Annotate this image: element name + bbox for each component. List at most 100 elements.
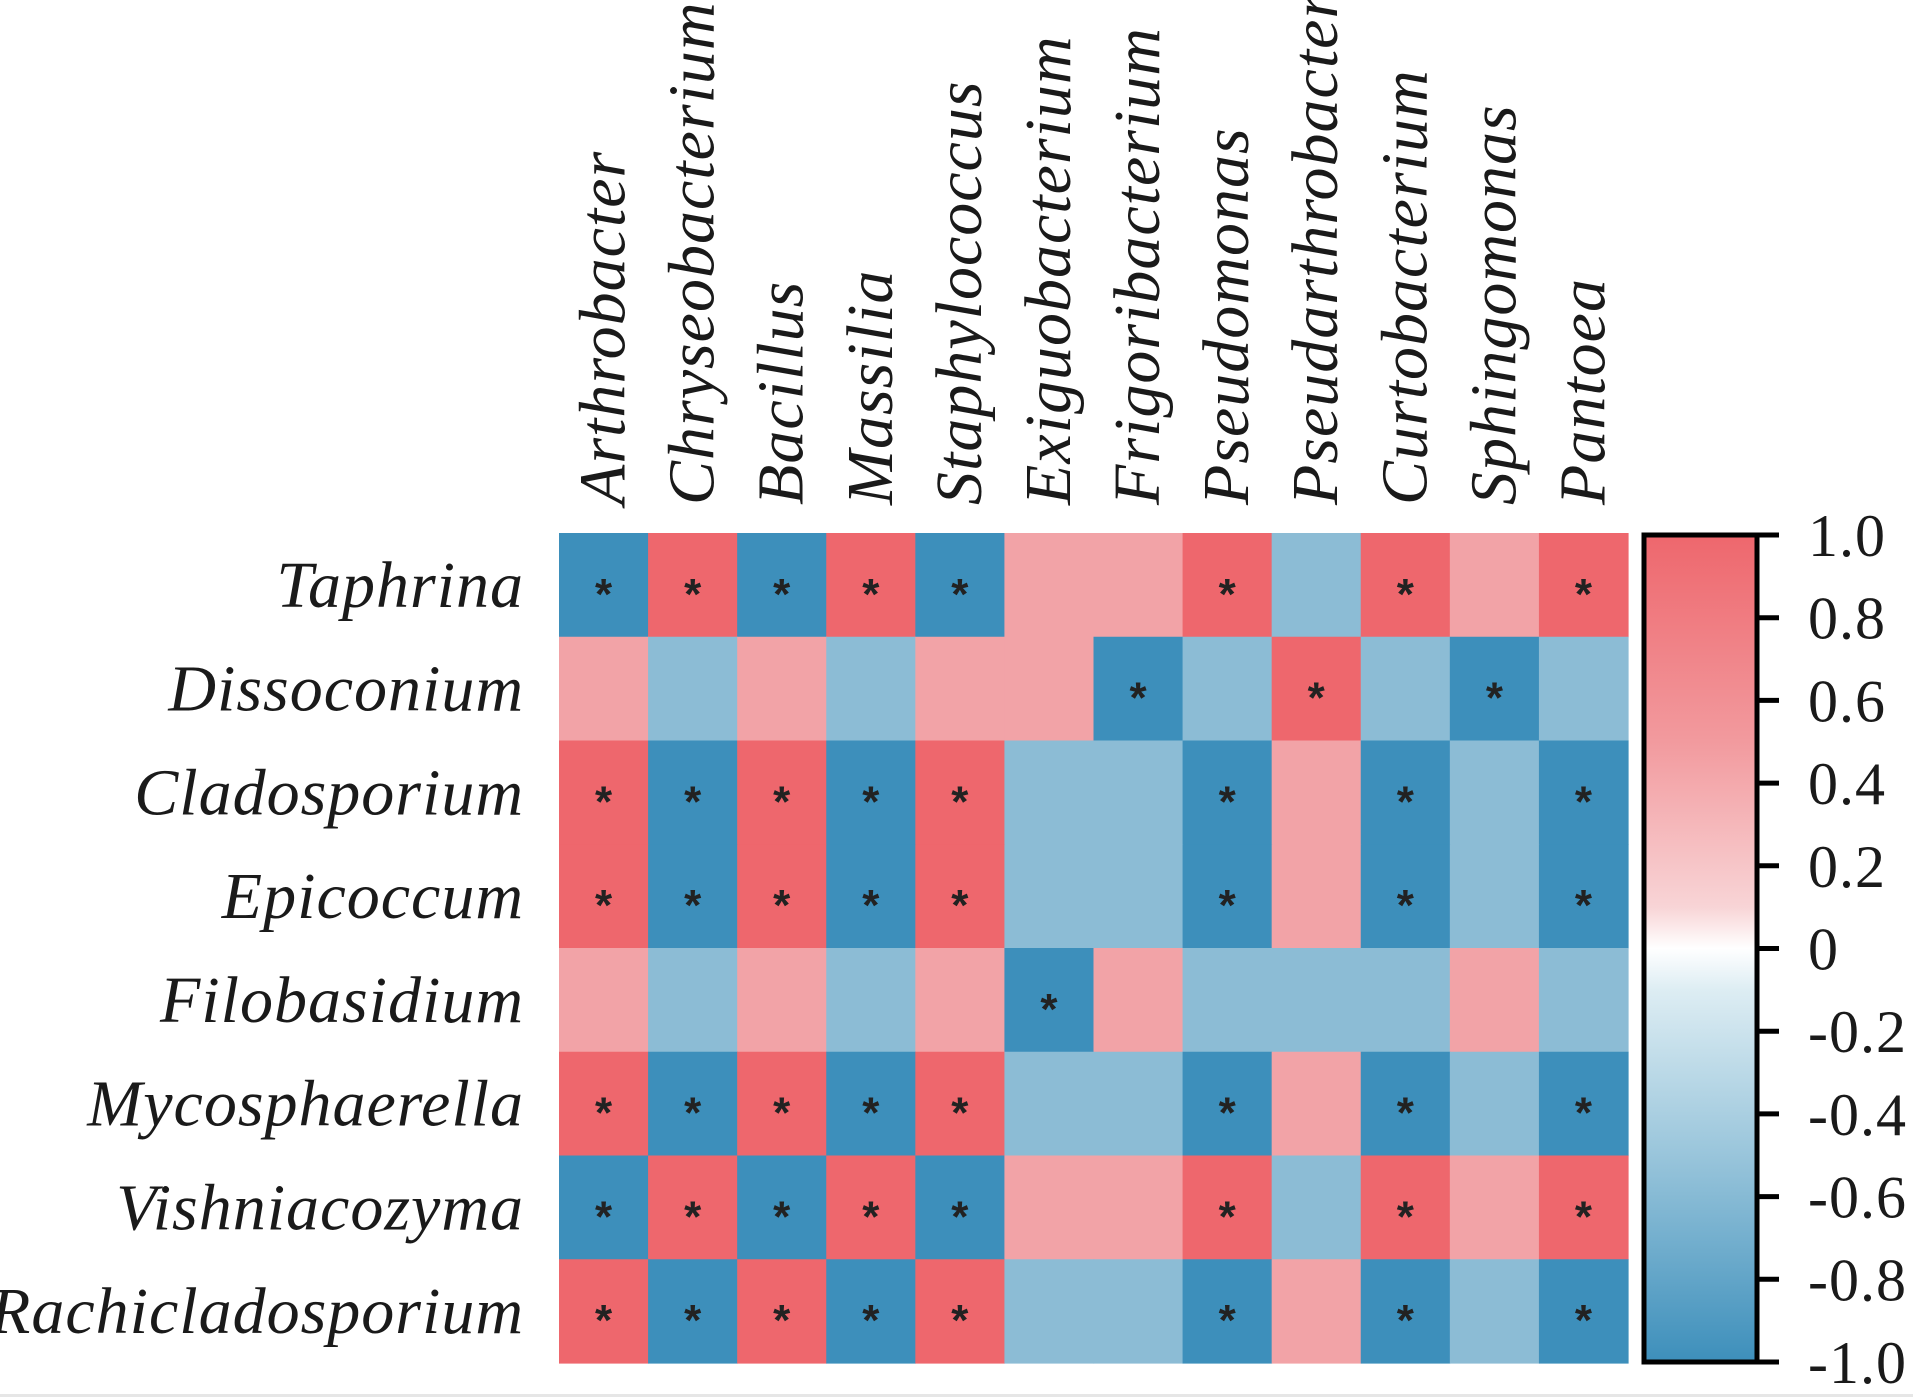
heatmap-cell (737, 533, 827, 638)
heatmap-cell (1449, 1051, 1540, 1157)
heatmap-cell (1360, 636, 1451, 742)
significance-marker: * (1486, 674, 1504, 723)
heatmap-cell (648, 948, 738, 1053)
heatmap-cell (559, 740, 649, 845)
heatmap-cell (559, 533, 649, 638)
heatmap-cell (737, 1051, 827, 1157)
colorbar-tick-label: 0.4 (1808, 751, 1886, 817)
row-label: Vishniacozyma (116, 1171, 524, 1244)
heatmap-cell (1004, 1051, 1095, 1157)
heatmap-cell (1538, 1155, 1629, 1260)
heatmap-cell (1093, 1259, 1184, 1364)
heatmap-cell (1182, 636, 1273, 742)
heatmap-cell (1360, 948, 1451, 1053)
heatmap-cell (826, 1259, 916, 1364)
heatmap-cells (559, 533, 1629, 1364)
significance-marker: * (1397, 1192, 1415, 1241)
heatmap-cell (915, 1051, 1006, 1157)
heatmap-cell (826, 948, 916, 1053)
heatmap-cell (1449, 740, 1540, 845)
heatmap-cell (737, 636, 827, 742)
significance-marker: * (1219, 1296, 1237, 1345)
heatmap-cell (1271, 740, 1362, 845)
heatmap-cell (1538, 1259, 1629, 1364)
heatmap-cell (1271, 1259, 1362, 1364)
column-label: Frigoribacterium (1101, 27, 1174, 506)
significance-marker: * (773, 881, 791, 930)
heatmap-cell (1182, 1155, 1273, 1260)
significance-marker: * (595, 881, 613, 930)
heatmap-cell (648, 1155, 738, 1260)
significance-marker: * (1397, 777, 1415, 826)
column-label: Arthrobacter (567, 151, 640, 509)
significance-marker: * (1219, 777, 1237, 826)
heatmap-cell (1538, 740, 1629, 845)
heatmap-cell (915, 844, 1006, 949)
heatmap-cell (1182, 533, 1273, 638)
significance-marker: * (1308, 674, 1326, 723)
heatmap-cell (1449, 1259, 1540, 1364)
heatmap-cell (1360, 1051, 1451, 1157)
significance-marker: * (862, 881, 880, 930)
significance-marker: * (773, 1296, 791, 1345)
heatmap-cell (1004, 844, 1095, 949)
colorbar-tick-label: -0.2 (1808, 999, 1907, 1065)
heatmap-cell (915, 948, 1006, 1053)
heatmap-cell (559, 948, 649, 1053)
colorbar-ticks: 1.0 0.8 0.6 0.4 0.2 0 -0.2 -0.4 -0.6 -0.8 -1.0 (1757, 503, 1907, 1396)
colorbar-tick-label: 0.2 (1808, 834, 1886, 900)
significance-marks: * * * * * * * * * * * * * * * * * * * * * * * * * * * * * * * * * * * * * * * *… (595, 570, 1593, 1345)
heatmap-cell (1538, 948, 1629, 1053)
column-label: Bacillus (745, 281, 818, 505)
significance-marker: * (773, 1089, 791, 1138)
column-label: Massilia (834, 270, 907, 506)
heatmap-cell (1449, 1155, 1540, 1260)
row-label: Cladosporium (134, 756, 524, 829)
heatmap-cell (648, 1259, 738, 1364)
significance-marker: * (773, 570, 791, 619)
heatmap-cell (1004, 1259, 1095, 1364)
heatmap-cell (1538, 1051, 1629, 1157)
heatmap-cell (559, 844, 649, 949)
significance-marker: * (1575, 777, 1593, 826)
colorbar-tick-label: 0.8 (1808, 586, 1886, 652)
heatmap-cell (1093, 1051, 1184, 1157)
heatmap-cell (737, 740, 827, 845)
significance-marker: * (1575, 570, 1593, 619)
heatmap-cell (915, 1155, 1006, 1260)
row-label: Dissoconium (167, 653, 524, 726)
colorbar-tick-label: -0.4 (1808, 1082, 1907, 1148)
heatmap-cell (1093, 1155, 1184, 1260)
colorbar-tick-label: 0 (1808, 917, 1839, 983)
column-label: Sphingomonas (1457, 104, 1530, 505)
heatmap-cell (1449, 533, 1540, 638)
row-label: Taphrina (276, 549, 524, 622)
heatmap-cell (1182, 740, 1273, 845)
significance-marker: * (684, 1192, 702, 1241)
heatmap-cell (1271, 948, 1362, 1053)
heatmap-cell (737, 844, 827, 949)
heatmap-cell (559, 1051, 649, 1157)
bottom-border (0, 1394, 1913, 1397)
significance-marker: * (862, 777, 880, 826)
significance-marker: * (951, 777, 969, 826)
significance-marker: * (1397, 570, 1415, 619)
heatmap-cell (737, 1259, 827, 1364)
heatmap-cell (826, 636, 916, 742)
significance-marker: * (773, 777, 791, 826)
colorbar: 1.0 0.8 0.6 0.4 0.2 0 -0.2 -0.4 -0.6 -0.8 -1.0 (1641, 503, 1907, 1396)
heatmap-cell (1360, 740, 1451, 845)
significance-marker: * (862, 1296, 880, 1345)
heatmap-cell (737, 1155, 827, 1260)
heatmap-cell (1360, 1155, 1451, 1260)
heatmap-cell (1538, 636, 1629, 742)
heatmap-cell (1093, 844, 1184, 949)
significance-marker: * (1575, 1192, 1593, 1241)
heatmap-cell (1271, 1051, 1362, 1157)
significance-marker: * (1219, 1089, 1237, 1138)
heatmap-cell (648, 740, 738, 845)
significance-marker: * (951, 1089, 969, 1138)
colorbar-tick-label: -1.0 (1808, 1330, 1907, 1396)
significance-marker: * (951, 1192, 969, 1241)
